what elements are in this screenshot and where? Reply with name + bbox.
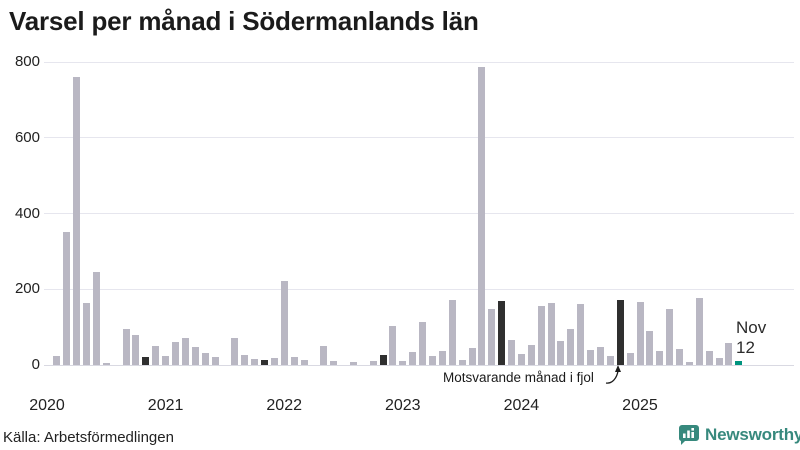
bar-2024-10 (606, 355, 614, 365)
bar-2020-06 (92, 272, 100, 365)
bar-2023-11 (498, 300, 506, 365)
annotation-label: Motsvarande månad i fjol (443, 370, 594, 385)
bar-2023-12 (508, 340, 515, 365)
bar-2022-12 (389, 326, 397, 365)
bar-2020-09 (122, 329, 130, 365)
bar-2024-09 (596, 347, 604, 365)
bar-2025-01 (636, 302, 644, 365)
bar-2025-04 (666, 308, 674, 365)
bar-2020-11 (142, 357, 150, 365)
bar-2023-02 (409, 351, 417, 365)
gridline-0 (44, 364, 794, 366)
bar-2025-08 (705, 350, 713, 365)
bar-2022-01 (280, 280, 288, 365)
bar-2022-02 (290, 357, 298, 365)
bar-2022-11 (379, 354, 387, 365)
latest-point-value: 12 (736, 338, 755, 357)
bar-2024-03 (537, 306, 545, 365)
bar-2025-11 (735, 360, 743, 365)
bar-2021-10 (251, 358, 258, 365)
bar-2021-08 (231, 337, 239, 365)
bar-2024-11 (616, 299, 624, 365)
bar-2023-08 (468, 347, 476, 365)
newsworthy-wordmark: Newsworthy (705, 425, 800, 444)
bar-2025-02 (646, 330, 654, 365)
bar-2025-05 (676, 349, 683, 365)
x-axis-tick-2024: 2024 (503, 397, 540, 414)
bar-2021-03 (181, 338, 189, 365)
bar-2024-02 (527, 344, 535, 365)
bar-2022-05 (320, 346, 328, 365)
bar-2023-09 (478, 66, 486, 365)
gridline-200 (44, 288, 794, 290)
bar-2023-03 (419, 322, 427, 365)
x-axis-tick-2022: 2022 (266, 397, 302, 414)
bar-2020-12 (152, 346, 160, 365)
gridline-600 (44, 137, 794, 139)
bar-2020-10 (132, 334, 140, 365)
newsworthy-icon (678, 425, 699, 445)
bar-2023-01 (399, 360, 407, 365)
bar-2025-10 (725, 343, 733, 365)
y-axis-tick-800: 800 (14, 53, 40, 70)
bar-2024-12 (626, 352, 634, 365)
bar-2021-09 (241, 355, 249, 365)
bar-2024-08 (587, 349, 595, 365)
latest-point-label: Nov 12 (736, 318, 766, 358)
x-axis-tick-2021: 2021 (147, 397, 184, 414)
bar-2025-07 (695, 297, 703, 365)
bar-2021-06 (211, 356, 219, 365)
bar-2021-01 (162, 355, 170, 365)
bar-2021-12 (270, 358, 278, 365)
bar-2024-05 (557, 340, 565, 365)
bar-2022-10 (369, 361, 377, 365)
bar-2023-06 (448, 299, 456, 365)
x-axis-tick-2020: 2020 (29, 397, 65, 414)
y-axis-tick-200: 200 (14, 280, 40, 298)
bar-2021-05 (201, 352, 209, 365)
bar-2023-10 (488, 308, 496, 365)
bar-2021-11 (260, 360, 268, 365)
bar-2023-05 (438, 351, 446, 365)
source-label: Källa: Arbetsförmedlingen (3, 429, 174, 446)
bar-2022-03 (300, 360, 308, 365)
bar-2021-04 (191, 347, 199, 365)
bar-2025-09 (715, 358, 723, 365)
newsworthy-logo[interactable]: Newsworthy (678, 423, 800, 447)
chart-title: Varsel per månad i Södermanlands län (9, 6, 479, 36)
annotation-arrow-icon (605, 365, 621, 384)
bar-2024-01 (517, 354, 525, 365)
y-axis-tick-0: 0 (31, 356, 40, 373)
y-axis-tick-600: 600 (14, 128, 40, 146)
bar-2020-05 (83, 302, 90, 365)
bar-2020-03 (63, 232, 71, 365)
bar-2022-08 (349, 361, 357, 365)
bar-2020-02 (53, 355, 61, 365)
gridline-400 (44, 213, 794, 214)
x-axis-tick-2023: 2023 (384, 397, 421, 414)
gridline-800 (44, 61, 794, 63)
latest-point-month: Nov (736, 318, 767, 337)
bar-2021-02 (172, 341, 179, 365)
bar-2025-06 (685, 361, 693, 365)
x-axis-tick-2025: 2025 (622, 397, 658, 414)
bar-2020-07 (102, 363, 110, 365)
bar-2023-04 (428, 356, 436, 365)
y-axis-tick-400: 400 (14, 204, 40, 222)
bar-2022-06 (330, 361, 338, 365)
bar-2024-04 (547, 303, 555, 365)
bar-2024-07 (577, 304, 585, 365)
bar-2024-06 (567, 329, 575, 365)
bar-2025-03 (656, 351, 664, 365)
bar-2020-04 (73, 77, 81, 365)
bar-2023-07 (458, 360, 466, 365)
